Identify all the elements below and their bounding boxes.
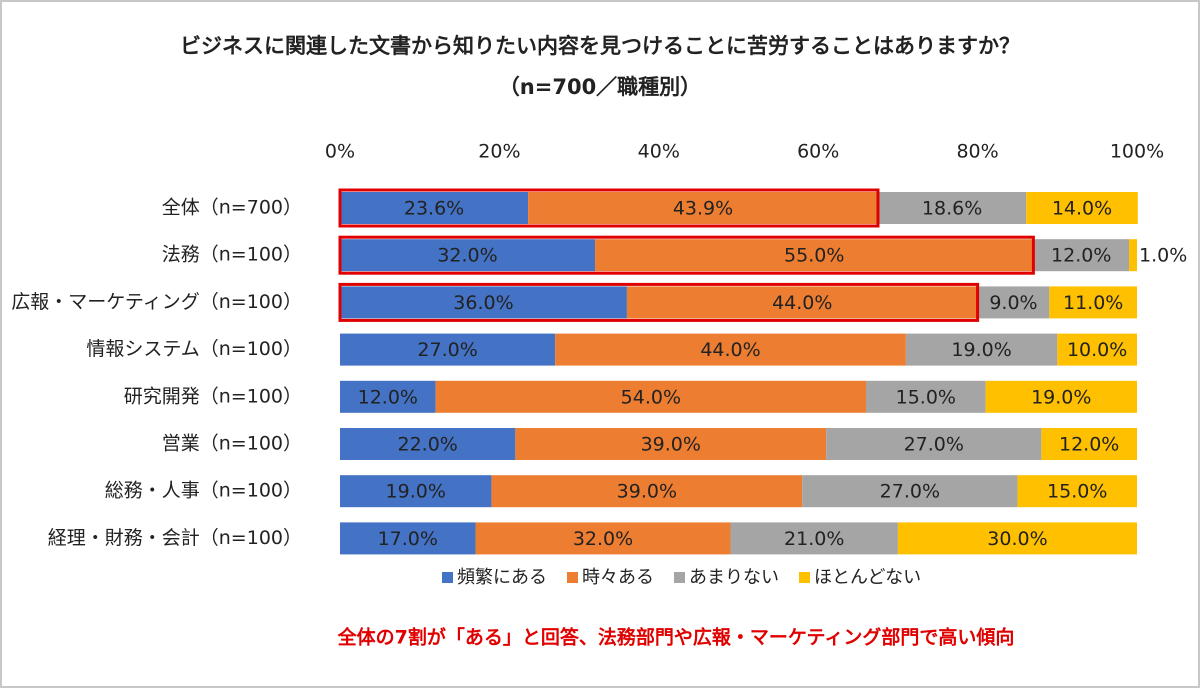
x-tick-label: 20%: [478, 141, 520, 163]
value-label: 14.0%: [1052, 198, 1112, 220]
value-label: 12.0%: [1059, 434, 1119, 456]
bar-segment: [340, 239, 596, 272]
y-tick-label: 法務（n=100）: [162, 244, 302, 266]
value-label: 19.0%: [951, 339, 1011, 361]
bar-segment: [985, 380, 1137, 413]
highlight-box: [338, 188, 880, 228]
bar-segment: [877, 192, 1027, 224]
bar-segment: [1049, 286, 1137, 319]
value-label: 27.0%: [417, 339, 477, 361]
value-label: 30.0%: [987, 528, 1047, 550]
legend-label: 頻繁にある: [457, 567, 547, 588]
highlight-box: [338, 235, 1035, 275]
legend-label: ほとんどない: [814, 567, 921, 588]
bar-segment: [340, 286, 627, 319]
y-tick-label: 経理・財務・会計（n=100）: [48, 527, 302, 549]
bar-segment: [826, 428, 1042, 460]
value-label: 39.0%: [641, 434, 701, 456]
value-label: 17.0%: [378, 528, 438, 550]
bar-segment: [340, 333, 556, 366]
value-label: 19.0%: [386, 481, 446, 503]
value-label: 11.0%: [1063, 292, 1123, 314]
legend-label: あまりない: [689, 567, 779, 588]
bar-segment: [626, 286, 978, 319]
bar-segment: [977, 286, 1050, 319]
legend-swatch: [799, 572, 810, 583]
bar-segment: [340, 475, 492, 508]
bar-segment: [515, 428, 827, 460]
chart-title: ビジネスに関連した文書から知りたい内容を見つけることに苦労することはありますか？: [180, 34, 1020, 58]
value-label: 1.0%: [1139, 245, 1187, 267]
value-label: 43.9%: [673, 198, 733, 220]
value-label: 15.0%: [1047, 481, 1107, 503]
value-label: 44.0%: [700, 339, 760, 361]
bar-segment: [1041, 428, 1137, 460]
bar-segment: [1057, 333, 1137, 366]
bar-segment: [905, 333, 1058, 366]
bar-segment: [340, 428, 516, 460]
y-tick-label: 情報システム（n=100）: [86, 338, 302, 360]
highlight-box: [338, 282, 980, 322]
x-tick-label: 40%: [638, 141, 680, 163]
value-label: 54.0%: [621, 386, 681, 408]
bar-segment: [475, 522, 731, 555]
value-label: 21.0%: [784, 528, 844, 550]
bar-segment: [1026, 192, 1138, 224]
legend-swatch: [442, 572, 453, 583]
chart-subtitle: （n=700／職種別）: [499, 75, 701, 99]
value-label: 27.0%: [904, 434, 964, 456]
y-tick-label: 研究開発（n=100）: [124, 385, 302, 407]
value-label: 12.0%: [358, 386, 418, 408]
value-label: 39.0%: [617, 481, 677, 503]
value-label: 55.0%: [784, 245, 844, 267]
y-tick-label: 全体（n=700）: [162, 197, 302, 219]
bar-segment: [730, 522, 898, 555]
value-label: 10.0%: [1067, 339, 1127, 361]
value-label: 44.0%: [772, 292, 832, 314]
bar-segment: [340, 192, 529, 224]
x-tick-label: 60%: [797, 141, 839, 163]
annotation: 全体の7割が「ある」と回答、法務部門や広報・マーケティング部門で高い傾向: [337, 626, 1015, 649]
value-label: 9.0%: [989, 292, 1037, 314]
bar-segment: [491, 475, 803, 508]
y-tick-label: 広報・マーケティング（n=100）: [11, 291, 302, 313]
x-tick-label: 0%: [325, 141, 355, 163]
bar-segment: [1129, 239, 1137, 272]
x-tick-label: 100%: [1110, 141, 1164, 163]
bar-segment: [595, 239, 1034, 272]
value-label: 22.0%: [397, 434, 457, 456]
y-tick-label: 総務・人事（n=100）: [105, 480, 302, 502]
legend-label: 時々ある: [582, 567, 654, 588]
value-label: 18.6%: [922, 198, 982, 220]
value-label: 32.0%: [573, 528, 633, 550]
bar-segment: [555, 333, 906, 366]
bar-segment: [340, 522, 476, 555]
bar-segment: [802, 475, 1018, 508]
y-tick-label: 営業（n=100）: [162, 433, 302, 455]
legend-swatch: [567, 572, 578, 583]
bar-segment: [866, 380, 986, 413]
bar-segment: [435, 380, 867, 413]
value-label: 36.0%: [453, 292, 513, 314]
value-label: 19.0%: [1031, 386, 1091, 408]
value-label: 15.0%: [896, 386, 956, 408]
bar-segment: [897, 522, 1137, 555]
value-label: 23.6%: [404, 198, 464, 220]
bar-segment: [340, 380, 436, 413]
bar-segment: [1033, 239, 1130, 272]
legend-swatch: [674, 572, 685, 583]
value-label: 27.0%: [880, 481, 940, 503]
value-label: 12.0%: [1051, 245, 1111, 267]
x-tick-label: 80%: [956, 141, 998, 163]
bar-segment: [528, 192, 878, 224]
value-label: 32.0%: [437, 245, 497, 267]
bar-segment: [1017, 475, 1137, 508]
